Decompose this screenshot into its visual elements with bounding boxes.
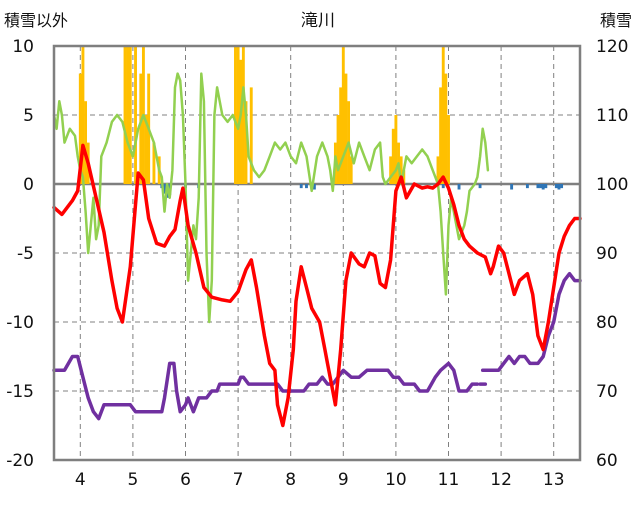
negative-bar: [557, 184, 561, 190]
precip-bar: [444, 73, 448, 184]
y-tick-label-left: -15: [6, 382, 34, 402]
precip-bar: [336, 115, 340, 184]
bars-layer: [78, 46, 564, 198]
negative-bar: [536, 184, 540, 189]
ticks-layer: 10 5 0 -5 -10 -15 -20 120 110 100 90 80 70 60 4 5 6 7 8 9 10…: [6, 37, 628, 490]
precip-bar: [81, 46, 85, 184]
negative-bar: [299, 184, 303, 189]
precip-bar: [344, 73, 348, 184]
y-tick-label-left: 10: [12, 37, 34, 57]
negative-bar: [312, 184, 316, 190]
negative-bar: [560, 184, 564, 189]
precip-bar: [349, 156, 353, 184]
y-tick-label-left: 5: [23, 106, 34, 126]
precip-bar: [234, 46, 237, 184]
precip-bar: [447, 115, 450, 184]
y-tick-label-right: 110: [596, 106, 628, 126]
y-tick-label-right: 90: [596, 244, 618, 264]
negative-bar: [510, 184, 514, 190]
y-tick-label-left: -5: [17, 244, 34, 264]
precip-bar: [441, 46, 445, 184]
negative-bar: [478, 184, 482, 189]
precip-bar: [239, 59, 243, 184]
precip-bar: [244, 101, 248, 184]
series-line-purple: [480, 271, 582, 373]
x-tick-label: 9: [338, 470, 349, 490]
y-tick-label-left: -10: [6, 313, 34, 333]
x-tick-label: 5: [127, 470, 138, 490]
precip-bar: [139, 73, 143, 184]
negative-bar: [305, 184, 308, 189]
negative-bar: [541, 184, 545, 190]
precip-bar: [78, 73, 82, 184]
chart-title: 滝川: [301, 11, 335, 31]
negative-bar: [457, 184, 461, 190]
precip-bar: [391, 128, 395, 184]
x-tick-label: 4: [75, 470, 86, 490]
x-tick-label: 8: [285, 470, 296, 490]
precip-bar: [128, 46, 132, 184]
x-tick-label: 7: [233, 470, 244, 490]
x-tick-label: 6: [180, 470, 191, 490]
precip-bar: [249, 87, 253, 184]
series-line-red: [52, 143, 582, 428]
y-tick-label-left: 0: [23, 175, 34, 195]
lines-layer: [52, 72, 582, 428]
y-tick-label-right: 70: [596, 382, 618, 402]
precip-bar: [339, 87, 343, 184]
y-tick-label-right: 120: [596, 37, 628, 57]
negative-bar: [525, 184, 529, 189]
series-line-green: [52, 72, 490, 324]
precip-bar: [236, 46, 240, 184]
precip-bar: [126, 46, 130, 184]
precip-bar: [402, 170, 406, 184]
right-axis-label: 積雪: [600, 11, 632, 30]
series-line-purple: [52, 354, 480, 421]
negative-bar: [539, 184, 542, 189]
x-tick-label: 13: [543, 470, 565, 490]
negative-bar: [441, 184, 445, 189]
x-tick-label: 10: [385, 470, 407, 490]
precip-bar: [436, 156, 440, 184]
precip-bar: [394, 115, 398, 184]
y-tick-label-right: 60: [596, 451, 618, 471]
x-tick-label: 12: [490, 470, 512, 490]
precip-bar: [389, 156, 393, 184]
negative-bar: [554, 184, 558, 189]
left-axis-label: 積雪以外: [4, 11, 68, 30]
precip-bar: [341, 46, 345, 184]
precip-bar: [123, 46, 127, 184]
precip-bar: [439, 87, 443, 184]
negative-bar: [163, 184, 166, 194]
y-tick-label-right: 80: [596, 313, 618, 333]
precip-bar: [152, 142, 156, 184]
precip-bar: [399, 156, 403, 184]
precip-bar: [84, 101, 88, 184]
y-tick-label-left: -20: [6, 451, 34, 471]
x-tick-label: 11: [438, 470, 460, 490]
plot-frame: [52, 44, 582, 462]
negative-bar: [544, 184, 548, 189]
precip-bar: [144, 115, 148, 184]
precip-bar: [241, 46, 245, 184]
y-tick-label-right: 100: [596, 175, 628, 195]
precip-bar: [134, 46, 137, 184]
